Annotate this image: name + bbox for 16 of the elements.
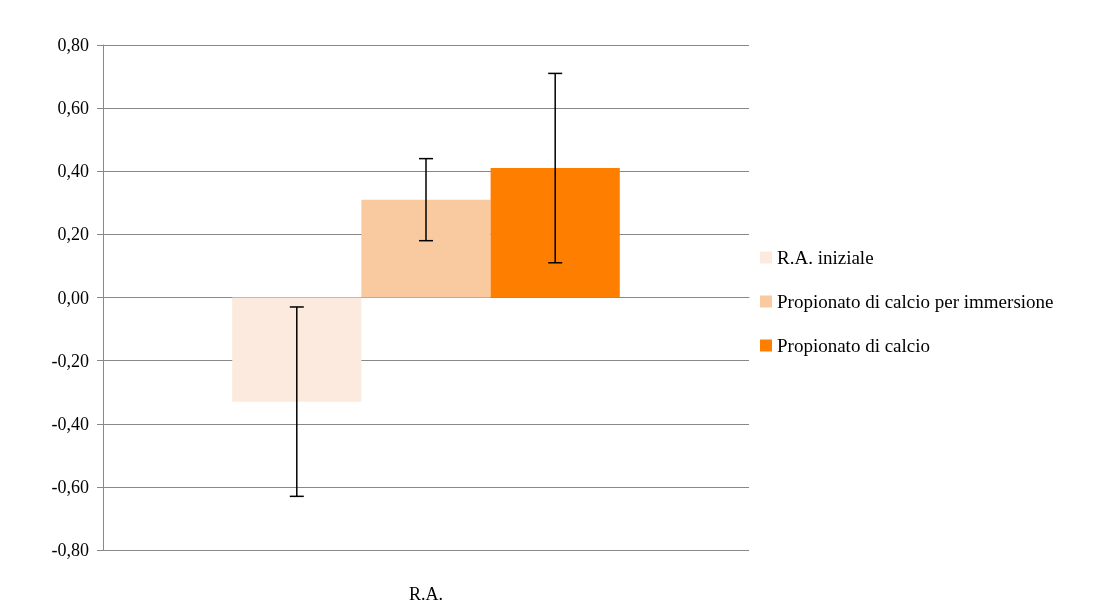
y-tick-label: -0,60 [51,476,89,497]
y-tick-label: -0,20 [51,350,89,371]
legend-label: Propionato di calcio per immersione [777,291,1054,312]
y-tick-label: 0,80 [57,35,89,55]
bar [232,297,362,402]
legend-label: R.A. iniziale [777,247,874,268]
bar [490,168,620,298]
y-tick-label: 0,20 [57,224,89,245]
y-tick-label: -0,40 [51,413,89,434]
legend-label: Propionato di calcio [777,335,931,356]
bar [361,199,491,298]
y-tick-label: 0,40 [57,161,89,182]
y-tick-label: 0,00 [57,287,89,308]
x-tick-label: R.A. [408,584,444,603]
y-tick-label: 0,60 [57,98,89,119]
y-tick-label: -0,80 [51,540,89,560]
